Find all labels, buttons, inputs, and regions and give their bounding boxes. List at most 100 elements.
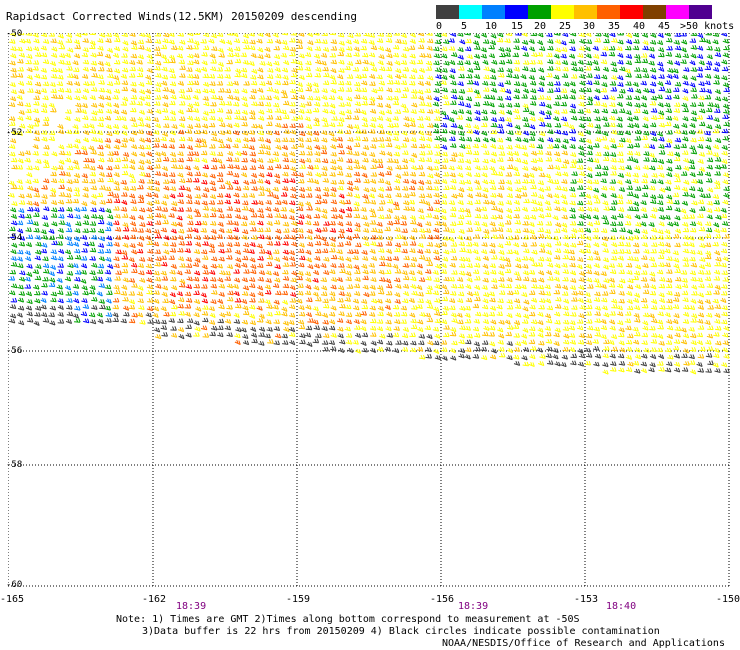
wind-barb: [632, 206, 640, 212]
wind-barb: [304, 116, 311, 122]
wind-barb: [89, 171, 97, 177]
wind-barb: [571, 66, 578, 72]
wind-barb: [202, 206, 210, 211]
wind-barb: [330, 59, 338, 65]
wind-barb: [370, 212, 377, 218]
wind-barb: [633, 142, 641, 148]
wind-barb: [602, 248, 609, 253]
wind-barb: [514, 219, 522, 225]
wind-barb: [659, 305, 666, 310]
wind-barb: [704, 233, 712, 239]
wind-barb: [690, 45, 698, 50]
wind-barb: [409, 215, 417, 221]
wind-barb: [489, 158, 496, 164]
wind-barb: [216, 158, 223, 164]
wind-barb: [617, 130, 624, 136]
wind-barb: [448, 46, 456, 51]
wind-barb: [394, 268, 402, 274]
wind-barb: [354, 33, 362, 37]
wind-barb: [577, 206, 585, 212]
wind-barb: [139, 222, 146, 227]
wind-barb: [160, 136, 167, 142]
wind-barb: [209, 53, 216, 59]
wind-barb: [585, 53, 592, 59]
wind-barb: [592, 214, 599, 220]
wind-barb: [529, 80, 537, 86]
wind-barb: [64, 115, 71, 122]
wind-barb: [386, 220, 394, 226]
wind-barb: [217, 221, 224, 227]
wind-barb: [353, 291, 361, 296]
wind-barb: [315, 67, 322, 72]
wind-barb: [480, 143, 488, 149]
wind-barb: [432, 249, 440, 255]
wind-barb: [474, 213, 482, 219]
wind-barb: [266, 86, 274, 92]
wind-barb: [256, 124, 264, 130]
wind-barb: [251, 172, 258, 179]
wind-barb: [633, 313, 640, 319]
wind-barb: [169, 193, 176, 199]
wind-barb: [98, 157, 105, 163]
wind-barb: [513, 59, 521, 65]
wind-barb: [704, 299, 711, 305]
wind-barb: [610, 334, 618, 340]
wind-barb: [497, 243, 504, 249]
wind-barb: [361, 250, 368, 255]
wind-barb: [450, 94, 458, 100]
wind-barb: [553, 255, 561, 260]
wind-barb: [178, 282, 186, 288]
wind-barb: [600, 319, 607, 325]
wind-barb: [441, 74, 448, 80]
wind-barb: [82, 241, 90, 247]
wind-barb: [112, 75, 120, 81]
wind-barb: [530, 241, 538, 247]
wind-barb: [721, 305, 728, 311]
wind-barb: [242, 185, 250, 191]
wind-barb: [352, 115, 360, 121]
wind-barb: [242, 285, 250, 291]
wind-barb: [185, 129, 193, 134]
wind-barb: [521, 319, 529, 324]
wind-barb: [505, 331, 513, 337]
wind-barb: [307, 95, 314, 101]
wind-barb: [48, 33, 56, 37]
wind-barb: [657, 81, 664, 87]
wind-barb: [617, 142, 624, 148]
wind-barb: [562, 276, 569, 282]
wind-barb: [666, 45, 673, 51]
wind-barb: [168, 33, 175, 37]
wind-barb: [704, 39, 711, 45]
wind-barb: [450, 312, 457, 318]
wind-barb: [226, 170, 234, 176]
wind-barb: [129, 117, 136, 122]
wind-barb: [265, 235, 272, 241]
wind-barb: [121, 53, 128, 58]
wind-barb: [601, 291, 609, 296]
wind-barb: [665, 121, 672, 127]
wind-barb: [640, 361, 648, 367]
wind-barb: [273, 340, 280, 346]
wind-barb: [89, 319, 97, 325]
wind-barb: [8, 318, 16, 324]
wind-barb: [257, 256, 264, 261]
wind-barb: [250, 74, 257, 80]
wind-barb: [17, 263, 24, 269]
wind-barb: [504, 319, 511, 325]
wind-barb: [385, 326, 392, 332]
wind-barb: [650, 108, 658, 113]
wind-barb: [249, 220, 256, 226]
wind-barb: [418, 143, 426, 149]
wind-barb: [66, 271, 74, 276]
wind-barb: [106, 67, 113, 73]
wind-barb: [330, 152, 337, 157]
wind-barb: [138, 257, 146, 262]
wind-barb: [227, 290, 234, 296]
wind-barb: [312, 221, 320, 226]
wind-barb: [58, 53, 66, 59]
wind-barb: [354, 348, 362, 354]
wind-barb: [51, 165, 58, 171]
wind-barb: [657, 206, 664, 212]
wind-barb: [208, 38, 215, 44]
wind-barb: [314, 38, 322, 44]
